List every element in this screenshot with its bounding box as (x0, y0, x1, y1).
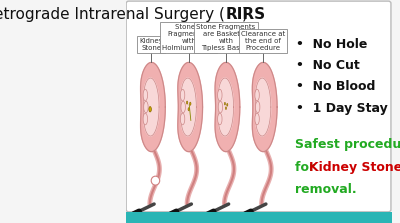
Ellipse shape (218, 89, 222, 101)
Ellipse shape (255, 89, 259, 101)
Text: •  No Cut: • No Cut (296, 59, 360, 72)
Ellipse shape (227, 103, 228, 106)
Ellipse shape (188, 108, 190, 111)
Polygon shape (252, 62, 277, 152)
Ellipse shape (180, 89, 185, 101)
Ellipse shape (180, 113, 185, 125)
Polygon shape (144, 78, 159, 136)
Text: Retrograde Intrarenal Surgery (: Retrograde Intrarenal Surgery ( (0, 7, 225, 22)
Text: •  No Blood: • No Blood (296, 81, 376, 93)
Polygon shape (218, 78, 234, 136)
Text: Safest procedure: Safest procedure (295, 138, 400, 151)
Ellipse shape (224, 102, 226, 105)
Text: •  1 Day Stay: • 1 Day Stay (296, 102, 388, 115)
Text: •  No Hole: • No Hole (296, 38, 368, 51)
Text: Stone is
Fragmented
with
Holmium Laser: Stone is Fragmented with Holmium Laser (162, 24, 215, 51)
Ellipse shape (190, 102, 191, 105)
Ellipse shape (143, 113, 148, 125)
FancyBboxPatch shape (126, 1, 391, 212)
Text: removal.: removal. (295, 183, 357, 196)
Text: Stone Fragments
are Basketed
with
Tipless Basket: Stone Fragments are Basketed with Tiples… (196, 24, 256, 51)
Polygon shape (178, 62, 202, 152)
Ellipse shape (143, 89, 148, 101)
Polygon shape (181, 78, 196, 136)
Ellipse shape (151, 176, 160, 185)
Ellipse shape (186, 101, 188, 104)
Text: Kidney
Stone: Kidney Stone (140, 38, 163, 51)
Polygon shape (140, 62, 165, 152)
Ellipse shape (256, 101, 260, 113)
Ellipse shape (255, 113, 259, 125)
Text: ): ) (242, 7, 248, 22)
Polygon shape (255, 78, 271, 136)
Ellipse shape (218, 101, 223, 113)
Bar (126, 212, 392, 223)
Polygon shape (215, 62, 240, 152)
Ellipse shape (149, 107, 151, 112)
Ellipse shape (144, 101, 148, 113)
Text: Clearance at
the end of
Procedure: Clearance at the end of Procedure (241, 31, 285, 51)
Ellipse shape (218, 113, 222, 125)
Text: RIRS: RIRS (225, 7, 265, 22)
Text: for: for (295, 161, 320, 174)
Ellipse shape (181, 101, 185, 113)
Text: Kidney Stone: Kidney Stone (309, 161, 400, 174)
